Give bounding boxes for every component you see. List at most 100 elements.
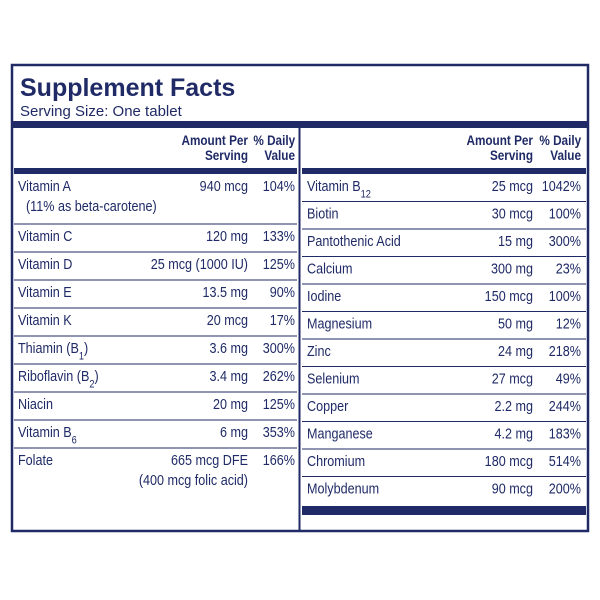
name-text: Riboflavin (B — [18, 367, 89, 384]
daily-value: 100% — [549, 287, 581, 304]
daily-value: 183% — [549, 424, 581, 441]
nutrient-name: Iodine — [307, 287, 342, 304]
amount: 20 mcg — [207, 311, 248, 328]
nutrient-name: Chromium — [307, 452, 365, 469]
name-text: Thiamin (B — [18, 339, 79, 356]
column-header: Serving — [205, 147, 248, 163]
daily-value: 1042% — [542, 177, 581, 194]
name-text: Selenium — [307, 369, 360, 386]
column-header: Value — [264, 147, 295, 163]
nutrient-name: Pantothenic Acid — [307, 232, 401, 249]
daily-value: 300% — [263, 339, 295, 356]
amount: 300 mg — [491, 259, 533, 276]
nutrient-name: Folate — [18, 451, 53, 468]
name-text: Copper — [307, 397, 349, 414]
nutrient-name: Vitamin E — [18, 283, 72, 300]
amount: 20 mg — [213, 395, 248, 412]
amount: 30 mcg — [492, 204, 533, 221]
amount: 15 mg — [498, 232, 533, 249]
amount: 6 mg — [220, 423, 248, 440]
column-header: Value — [550, 147, 581, 163]
nutrient-name: Vitamin B12 — [307, 177, 371, 200]
title: Supplement Facts — [20, 74, 235, 102]
label-border — [10, 63, 590, 533]
name-text: Vitamin C — [18, 227, 72, 244]
name-text: Vitamin E — [18, 283, 72, 300]
daily-value: 133% — [263, 227, 295, 244]
amount: 27 mcg — [492, 369, 533, 386]
nutrient-name: Copper — [307, 397, 349, 414]
nutrient-name: Molybdenum — [307, 479, 379, 496]
nutrient-name: Riboflavin (B2) — [18, 367, 99, 390]
amount: 25 mcg — [492, 177, 533, 194]
nutrient-name: Magnesium — [307, 314, 372, 331]
header-bar — [302, 168, 586, 174]
amount: 13.5 mg — [202, 283, 248, 300]
nutrient-name: Vitamin B6 — [18, 423, 77, 446]
daily-value: 300% — [549, 232, 581, 249]
daily-value: 125% — [263, 255, 295, 272]
amount: 90 mcg — [492, 479, 533, 496]
nutrient-name: Vitamin A — [18, 177, 72, 194]
name-text: Vitamin B — [18, 423, 72, 440]
daily-value: 200% — [549, 479, 581, 496]
daily-value: 218% — [549, 342, 581, 359]
name-text: Folate — [18, 451, 53, 468]
daily-value: 514% — [549, 452, 581, 469]
amount: 50 mg — [498, 314, 533, 331]
serving-size: Serving Size: One tablet — [20, 103, 183, 120]
amount: 940 mcg — [200, 177, 248, 194]
name-text: Molybdenum — [307, 479, 379, 496]
nutrient-name: Calcium — [307, 259, 352, 276]
column-header: % Daily — [539, 132, 582, 148]
name-text: Vitamin D — [18, 255, 72, 272]
name-text: Vitamin K — [18, 311, 72, 328]
name-text: Chromium — [307, 452, 365, 469]
amount: 665 mcg DFE — [171, 451, 248, 468]
name-text: Biotin — [307, 204, 339, 221]
daily-value: 353% — [263, 423, 295, 440]
column-header: % Daily — [253, 132, 296, 148]
nutrient-name: Zinc — [307, 342, 331, 359]
amount: 4.2 mg — [494, 424, 533, 441]
daily-value: 262% — [263, 367, 295, 384]
amount: 120 mg — [206, 227, 248, 244]
nutrient-name: Manganese — [307, 424, 373, 441]
column-header: Amount Per — [466, 132, 533, 148]
amount: 24 mg — [498, 342, 533, 359]
top-bar — [12, 121, 588, 128]
daily-value: 244% — [549, 397, 581, 414]
daily-value: 90% — [270, 283, 295, 300]
name-text: Vitamin B — [307, 177, 361, 194]
amount: 180 mcg — [485, 452, 533, 469]
name-subscript: 1 — [79, 350, 84, 362]
nutrient-name: Niacin — [18, 395, 53, 412]
bottom-bar — [302, 506, 586, 515]
daily-value: 125% — [263, 395, 295, 412]
nutrient-name: Biotin — [307, 204, 339, 221]
name-text: Calcium — [307, 259, 352, 276]
amount-note: (400 mcg folic acid) — [139, 471, 248, 488]
name-text: Vitamin A — [18, 177, 72, 194]
amount: 3.6 mg — [209, 339, 248, 356]
nutrient-name: Vitamin D — [18, 255, 72, 272]
daily-value: 104% — [263, 177, 295, 194]
daily-value: 17% — [270, 311, 295, 328]
daily-value: 12% — [556, 314, 581, 331]
daily-value: 23% — [556, 259, 581, 276]
name-text: Pantothenic Acid — [307, 232, 401, 249]
amount: 2.2 mg — [494, 397, 533, 414]
column-header: Serving — [490, 147, 533, 163]
name-text: Niacin — [18, 395, 53, 412]
name-text: Magnesium — [307, 314, 372, 331]
nutrient-note: (11% as beta-carotene) — [26, 197, 157, 214]
name-subscript: 2 — [89, 378, 94, 390]
name-text: Iodine — [307, 287, 342, 304]
name-end: ) — [95, 367, 99, 384]
daily-value: 166% — [263, 451, 295, 468]
amount: 25 mcg (1000 IU) — [151, 255, 248, 272]
amount: 150 mcg — [485, 287, 533, 304]
column-header: Amount Per — [181, 132, 248, 148]
nutrient-name: Vitamin K — [18, 311, 72, 328]
